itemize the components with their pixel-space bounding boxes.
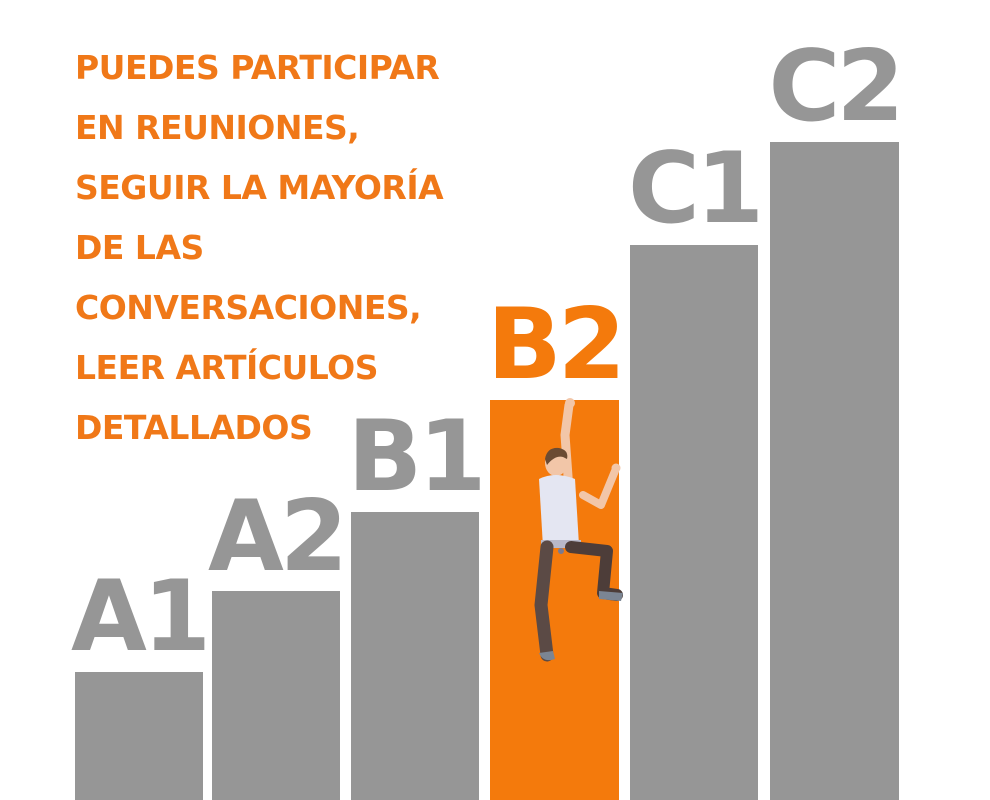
headline-line-3: SEGUIR LA MAYORÍA [75, 168, 444, 207]
level-label-b1: B1 [347, 400, 487, 514]
headline: PUEDES PARTICIPAR EN REUNIONES, SEGUIR L… [75, 38, 495, 458]
level-label-a1: A1 [70, 560, 211, 674]
level-bar-c2 [770, 142, 899, 800]
level-bar-a2 [212, 591, 340, 800]
level-label-c1: C1 [627, 132, 764, 246]
level-bar-c1 [630, 245, 758, 800]
headline-line-1: PUEDES PARTICIPAR [75, 48, 440, 87]
climber-icon [534, 398, 623, 662]
level-bar-a1 [75, 672, 203, 800]
headline-line-4: DE LAS [75, 228, 204, 267]
level-label-c2: C2 [768, 30, 904, 144]
headline-line-7: DETALLADOS [75, 408, 313, 447]
headline-line-6: LEER ARTÍCULOS [75, 348, 378, 387]
headline-line-2: EN REUNIONES, [75, 108, 360, 147]
level-bar-b1 [351, 512, 479, 800]
level-label-b2: B2 [487, 288, 626, 402]
headline-line-5: CONVERSACIONES, [75, 288, 422, 327]
level-label-a2: A2 [207, 480, 348, 594]
